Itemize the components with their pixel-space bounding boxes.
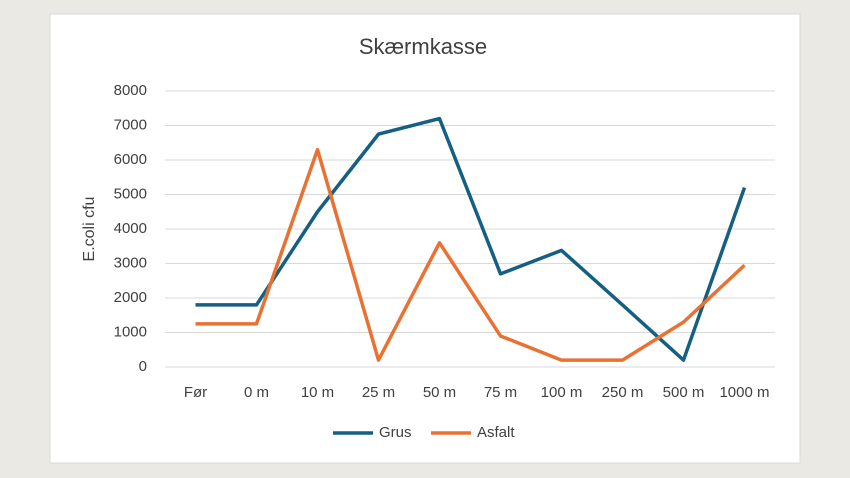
- y-tick-label: 4000: [114, 220, 147, 237]
- x-tick-label: 50 m: [423, 384, 456, 401]
- x-tick-label: 100 m: [541, 384, 583, 401]
- legend-label: Asfalt: [477, 424, 515, 441]
- chart-title: Skærmkasse: [359, 34, 487, 59]
- legend-label: Grus: [379, 424, 412, 441]
- x-tick-label: 25 m: [362, 384, 395, 401]
- y-tick-label: 0: [139, 358, 147, 375]
- y-tick-label: 8000: [114, 82, 147, 99]
- x-tick-label: 10 m: [301, 384, 334, 401]
- y-tick-label: 3000: [114, 254, 147, 271]
- y-tick-label: 2000: [114, 289, 147, 306]
- x-tick-label: 500 m: [663, 384, 705, 401]
- x-tick-label: 75 m: [484, 384, 517, 401]
- x-tick-label: Før: [184, 384, 207, 401]
- y-tick-label: 6000: [114, 151, 147, 168]
- line-series: [195, 116, 747, 362]
- y-axis-label: E.coli cfu: [81, 197, 98, 262]
- x-tick-label: 1000 m: [719, 384, 769, 401]
- line-series: [195, 147, 746, 362]
- x-tick-label: 250 m: [602, 384, 644, 401]
- x-tick-label: 0 m: [244, 384, 269, 401]
- y-tick-label: 7000: [114, 116, 147, 133]
- y-tick-label: 5000: [114, 185, 147, 202]
- chart-panel: [49, 13, 801, 464]
- y-tick-label: 1000: [114, 323, 147, 340]
